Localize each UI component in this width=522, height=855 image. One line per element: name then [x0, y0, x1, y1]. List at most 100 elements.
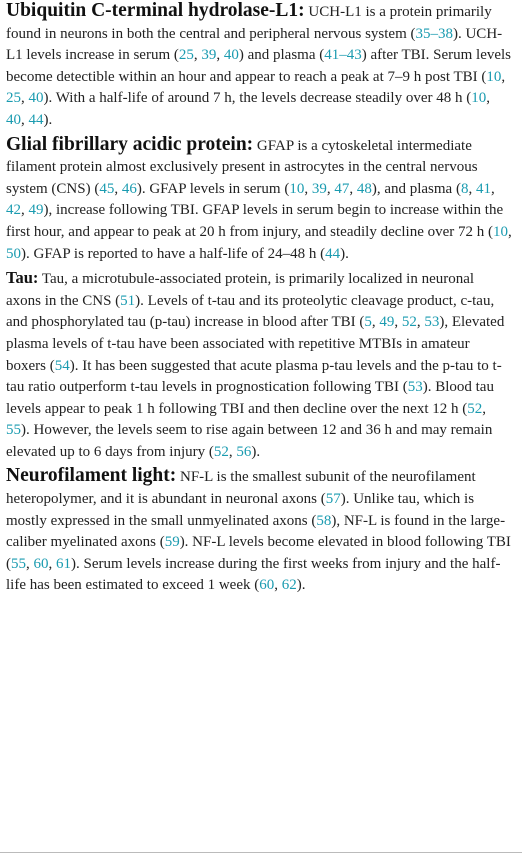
citation-link[interactable]: 40 — [6, 111, 21, 128]
citation-link[interactable]: 42 — [6, 202, 21, 219]
body-text: ), and plasma ( — [371, 180, 461, 197]
body-text: UCH-L1 is a protein primarily found in n… — [6, 4, 492, 42]
citation-link[interactable]: 54 — [54, 357, 70, 374]
citation-link[interactable]: 35–38 — [415, 25, 453, 42]
citation-link[interactable]: 46 — [121, 180, 137, 197]
citation-link[interactable]: 39 — [201, 47, 217, 64]
citation-link[interactable]: 49 — [379, 314, 395, 331]
body-text: ). UCH-L1 levels increase in serum ( — [6, 25, 503, 64]
section-heading: Tau: — [6, 268, 39, 288]
citation-link[interactable]: 58 — [316, 512, 332, 529]
citation-link[interactable]: 52 — [213, 443, 229, 460]
citation-link[interactable]: 61 — [56, 555, 71, 572]
citation-link[interactable]: 51 — [120, 292, 136, 309]
body-text: , — [21, 202, 29, 219]
body-text: ). Unlike tau, which is mostly expressed… — [6, 491, 475, 529]
body-text: ), Elevated plasma levels of t-tau have … — [6, 314, 505, 374]
citation-link[interactable]: 59 — [164, 534, 180, 551]
citation-link[interactable]: 56 — [236, 443, 252, 460]
citation-link[interactable]: 10 — [471, 90, 487, 107]
citation-link[interactable]: 25 — [6, 90, 21, 107]
body-text: , — [482, 400, 486, 417]
citation-link[interactable]: 55 — [11, 555, 26, 572]
citation-link[interactable]: 60 — [33, 555, 49, 572]
citation-link[interactable]: 52 — [401, 314, 417, 331]
section-heading: Neurofilament light: — [6, 465, 177, 487]
section-heading: Ubiquitin C-terminal hydrolase-L1: — [6, 0, 305, 21]
body-text: , — [48, 555, 56, 572]
citation-link[interactable]: 55 — [6, 422, 21, 439]
body-text: ) after TBI. Serum levels become detecti… — [6, 47, 512, 85]
body-text: , — [371, 314, 380, 331]
body-text: NF-L is the smallest subunit of the neur… — [6, 469, 476, 508]
body-text: , — [26, 555, 34, 572]
citation-link[interactable]: 10 — [486, 68, 502, 85]
body-text: , — [326, 180, 335, 197]
citation-link[interactable]: 50 — [6, 245, 21, 262]
body-text: , — [228, 443, 237, 460]
body-text: ). Serum levels increase during the firs… — [6, 555, 501, 594]
citation-link[interactable]: 52 — [467, 400, 483, 417]
body-text: , — [21, 90, 29, 107]
body-text: ). However, the levels seem to rise agai… — [6, 422, 493, 460]
body-text: ). Blood tau levels appear to peak 1 h f… — [6, 379, 494, 417]
body-text: ). It has been suggested that acute plas… — [6, 357, 502, 396]
body-text: , — [304, 180, 312, 197]
citation-link[interactable]: 47 — [334, 180, 350, 197]
body-text: ). With a half-life of around 7 h, the l… — [43, 90, 472, 107]
body-text: , — [216, 47, 224, 64]
body-text: ). — [340, 245, 349, 262]
body-text: Tau, a microtubule-associated protein, i… — [6, 271, 475, 309]
citation-link[interactable]: 40 — [28, 90, 44, 107]
citation-link[interactable]: 10 — [289, 180, 305, 197]
body-text: ). GFAP levels in serum ( — [136, 180, 290, 197]
citation-link[interactable]: 60 — [259, 577, 275, 594]
citation-link[interactable]: 44 — [28, 111, 44, 128]
citation-link[interactable]: 53 — [424, 314, 440, 331]
citation-link[interactable]: 49 — [28, 202, 44, 219]
citation-link[interactable]: 53 — [407, 379, 423, 396]
citation-link[interactable]: 41–43 — [324, 47, 362, 64]
body-text: ), NF-L is found in the large-caliber my… — [6, 512, 506, 551]
separator — [0, 852, 522, 853]
citation-link[interactable]: 40 — [223, 47, 239, 64]
body-text: , — [508, 223, 512, 240]
citation-link[interactable]: 48 — [356, 180, 372, 197]
body-text: , — [486, 90, 490, 107]
body-text: , — [193, 47, 202, 64]
citation-link[interactable]: 10 — [493, 223, 509, 240]
body-text: , — [416, 314, 425, 331]
body-text: , — [114, 180, 122, 197]
body-text: , — [394, 314, 402, 331]
body-text: ). Levels of t-tau and its proteolytic c… — [6, 292, 495, 331]
paragraph: Neurofilament light: NF-L is the smalles… — [6, 465, 512, 597]
citation-link[interactable]: 8 — [460, 180, 469, 197]
body-text: ). — [251, 443, 261, 460]
citation-link[interactable]: 39 — [311, 180, 327, 197]
paragraph: Glial fibrillary acidic protein: GFAP is… — [6, 134, 512, 266]
citation-link[interactable]: 5 — [364, 314, 372, 331]
citation-link[interactable]: 25 — [178, 47, 194, 64]
body-text: ). GFAP is reported to have a half-life … — [21, 245, 326, 262]
citation-link[interactable]: 57 — [325, 491, 341, 508]
body-text: , — [490, 180, 495, 197]
citation-link[interactable]: 45 — [99, 180, 115, 197]
body-text: GFAP is a cytoskeletal intermediate fila… — [6, 137, 478, 197]
citation-link[interactable]: 41 — [475, 180, 491, 197]
body-text: ). NF-L levels become elevated in blood … — [6, 534, 511, 572]
body-text: , — [21, 111, 29, 128]
body-text: , — [501, 68, 506, 85]
body-text: , — [274, 577, 282, 594]
paragraph: Ubiquitin C-terminal hydrolase-L1: UCH-L… — [6, 0, 512, 132]
body-text: , — [349, 180, 357, 197]
body-text: ), increase following TBI. GFAP levels i… — [6, 202, 504, 240]
body-text: ) and plasma ( — [238, 47, 325, 64]
body-text: , — [468, 180, 476, 197]
body-text: ). — [43, 111, 53, 128]
paragraph: Tau: Tau, a microtubule-associated prote… — [6, 267, 512, 463]
body-text: ). — [296, 577, 306, 594]
citation-link[interactable]: 44 — [325, 245, 341, 262]
citation-link[interactable]: 62 — [281, 577, 297, 594]
section-heading: Glial fibrillary acidic protein: — [6, 133, 254, 155]
